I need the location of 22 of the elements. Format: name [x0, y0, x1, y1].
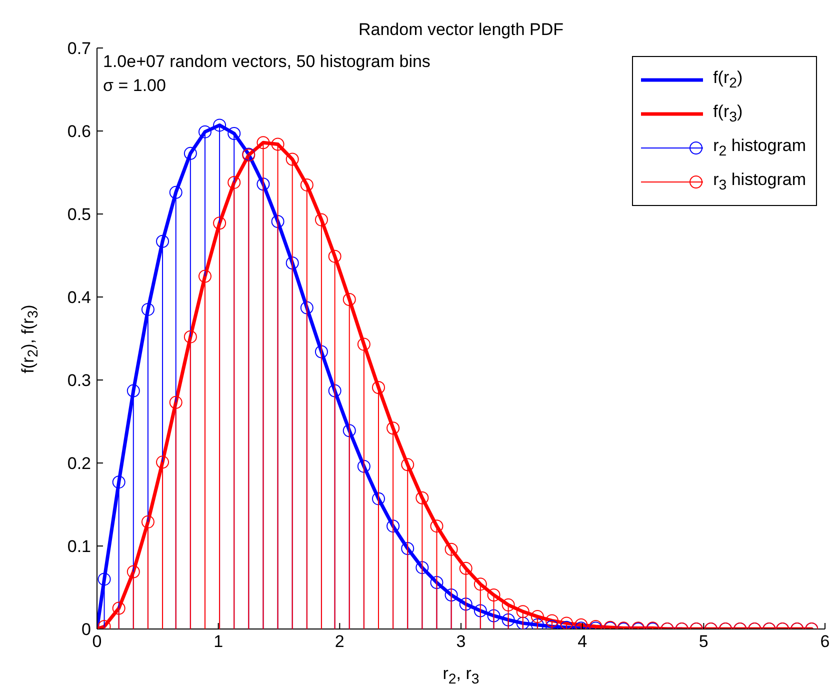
- y-tick-label: 0.1: [67, 537, 91, 556]
- y-tick-label: 0.7: [67, 39, 91, 58]
- legend-label: f(r$_{2}$): [713, 68, 743, 92]
- y-tick-label: 0.2: [67, 454, 91, 474]
- y-tick-label: 0.6: [67, 122, 91, 142]
- y-tick-label: 0: [82, 620, 91, 640]
- y-tick-label: 0.3: [67, 371, 91, 390]
- legend-label: f(r$_{3}$): [713, 102, 743, 126]
- x-tick-label: 4: [578, 632, 588, 652]
- x-axis-title: r$_{2}$, r$_{3}$: [442, 664, 480, 688]
- legend-label: r$_{3}$ histogram: [713, 170, 806, 194]
- x-tick-label: 5: [698, 632, 708, 652]
- annotation: 1.0e+07 random vectors, 50 histogram bins: [103, 52, 430, 72]
- y-tick-label: 0.5: [67, 205, 91, 224]
- chart-title: Random vector length PDF: [357, 20, 565, 40]
- legend-label: r$_{2}$ histogram: [713, 136, 806, 160]
- x-tick-label: 1: [214, 632, 224, 652]
- x-tick-label: 2: [334, 632, 344, 652]
- y-tick-label: 0.4: [67, 288, 91, 308]
- x-tick-label: 3: [456, 632, 466, 652]
- annotation: σ = 1.00: [103, 76, 166, 96]
- x-tick-label: 6: [820, 632, 830, 652]
